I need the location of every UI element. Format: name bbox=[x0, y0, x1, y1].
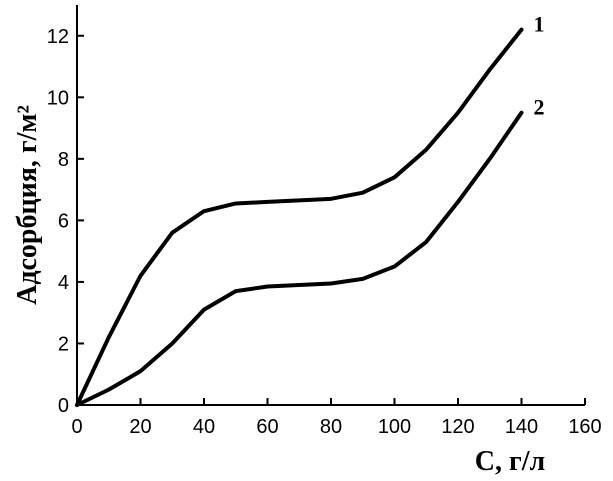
y-tick-label: 10 bbox=[47, 87, 69, 109]
x-tick-label: 20 bbox=[129, 416, 151, 438]
y-tick-label: 6 bbox=[58, 210, 69, 232]
x-tick-label: 160 bbox=[568, 416, 601, 438]
x-axis-label: C, г/л bbox=[475, 446, 545, 477]
y-tick-label: 12 bbox=[47, 26, 69, 48]
data-line bbox=[75, 27, 524, 407]
data-line bbox=[75, 110, 524, 407]
y-axis-label: Адсорбция, г/м² bbox=[12, 105, 43, 305]
series-label: 2 bbox=[534, 95, 545, 120]
y-tick-label: 2 bbox=[58, 333, 69, 355]
x-tick-label: 140 bbox=[505, 416, 538, 438]
y-tick-label: 0 bbox=[58, 395, 69, 417]
x-tick-label: 80 bbox=[320, 416, 342, 438]
y-tick-label: 4 bbox=[58, 272, 69, 294]
x-tick-label: 120 bbox=[441, 416, 474, 438]
x-tick-label: 100 bbox=[378, 416, 411, 438]
series-label: 1 bbox=[534, 12, 545, 37]
x-tick-label: 0 bbox=[71, 416, 82, 438]
x-tick-label: 60 bbox=[256, 416, 278, 438]
x-tick-label: 40 bbox=[193, 416, 215, 438]
y-tick-label: 8 bbox=[58, 149, 69, 171]
